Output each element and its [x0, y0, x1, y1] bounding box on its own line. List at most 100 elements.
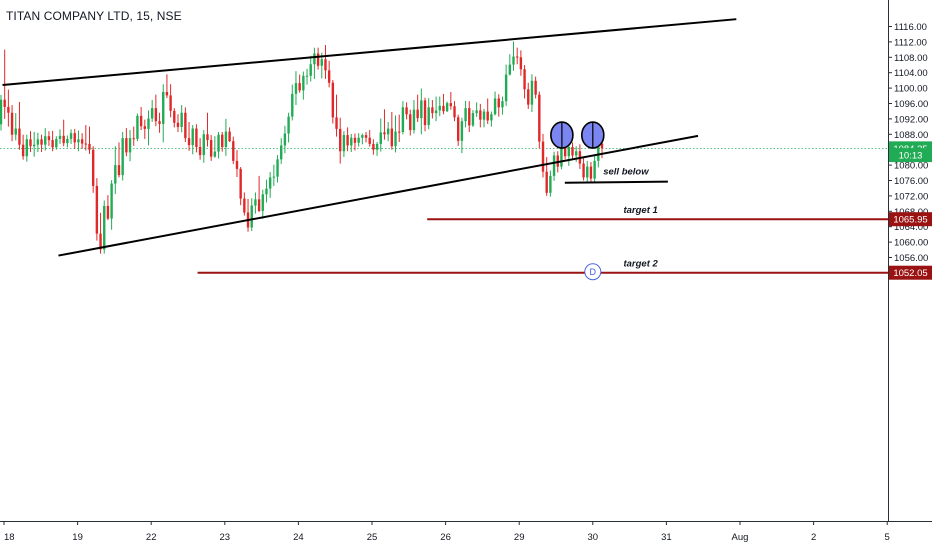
candle — [342, 131, 346, 158]
candle-body — [556, 155, 559, 167]
candle — [132, 126, 135, 146]
top-marker-circle — [550, 121, 574, 149]
candle — [508, 54, 512, 76]
candle — [213, 136, 217, 158]
candle — [375, 142, 379, 156]
candle — [257, 175, 261, 213]
candle — [438, 96, 441, 117]
candle — [51, 130, 54, 152]
candle-body — [110, 183, 113, 219]
candle — [291, 84, 294, 121]
candle — [530, 74, 534, 112]
x-tick-label: Aug — [732, 532, 749, 543]
candle — [239, 167, 242, 206]
candle — [158, 112, 161, 133]
candle — [184, 107, 187, 142]
candle — [316, 47, 320, 70]
x-axis: 18 19 22 23 24 25 26 29 30 31 Aug 2 5 — [3, 521, 890, 543]
y-tick-label: 1092.00 — [894, 114, 928, 125]
x-tick-label: 26 — [440, 532, 451, 543]
candle-body — [198, 147, 202, 156]
x-tick-label: 25 — [367, 532, 378, 543]
candle — [21, 134, 25, 160]
neckline — [564, 180, 668, 184]
candle-body — [383, 132, 386, 135]
candle-body — [302, 75, 305, 91]
candle — [40, 134, 43, 153]
candle — [206, 112, 209, 147]
price-label-text: 1065.95 — [893, 215, 927, 226]
target-2-price-label: 1052.05 — [889, 265, 932, 280]
candle — [445, 101, 449, 112]
candle-body — [44, 136, 47, 145]
candle — [147, 110, 150, 146]
candle-body — [335, 117, 338, 129]
candle-body — [173, 110, 176, 123]
candle — [504, 64, 508, 106]
candle-body — [479, 110, 482, 120]
candle — [80, 133, 84, 149]
candle — [69, 129, 73, 144]
candle-body — [283, 133, 287, 146]
candle — [589, 162, 593, 184]
candle-body — [143, 126, 146, 129]
candle — [254, 192, 257, 214]
candle-body — [184, 112, 187, 139]
candle-body — [121, 138, 124, 176]
candle-body — [482, 111, 486, 120]
candle-body — [316, 53, 320, 66]
top-marker-circle — [580, 121, 605, 149]
candle — [493, 91, 497, 116]
candle — [7, 89, 10, 127]
candle-body — [128, 138, 132, 153]
candle-body — [405, 107, 408, 115]
candle-body — [305, 75, 309, 77]
candle — [442, 93, 445, 115]
candle-body — [486, 111, 489, 121]
candle — [169, 84, 172, 118]
x-tick-label: 22 — [146, 532, 157, 543]
candle-body — [191, 128, 194, 146]
price-label-text: 1052.05 — [893, 268, 927, 279]
y-tick-label: 1076.00 — [894, 176, 928, 187]
candle — [250, 198, 253, 231]
candle — [0, 95, 3, 131]
candle-body — [515, 56, 519, 58]
candle — [224, 118, 228, 156]
candle-body — [398, 131, 401, 133]
candle — [423, 97, 427, 132]
candle-body — [213, 151, 217, 157]
candle — [582, 157, 585, 181]
chart-title: TITAN COMPANY LTD, 15, NSE — [6, 9, 182, 23]
candle-body — [51, 140, 54, 148]
candle-body — [538, 94, 541, 142]
candle-body — [320, 59, 323, 66]
candle-body — [493, 98, 497, 115]
candle-body — [534, 80, 537, 95]
candle-body — [88, 143, 91, 150]
candle-body — [372, 143, 375, 150]
candle — [66, 135, 69, 148]
candle — [195, 124, 198, 153]
candle — [523, 65, 526, 99]
x-tick-label: 24 — [293, 532, 304, 543]
candle-body — [449, 103, 453, 107]
candle-body — [364, 135, 368, 138]
candle-body — [162, 91, 165, 124]
y-tick-label: 1080.00 — [894, 161, 928, 172]
dividend-label: D — [590, 267, 597, 277]
candle — [331, 80, 335, 124]
candle — [173, 108, 176, 128]
candle — [62, 119, 65, 147]
candle-body — [497, 98, 500, 108]
y-tick-label: 1060.00 — [894, 238, 928, 249]
candle — [136, 113, 139, 142]
candle — [486, 98, 489, 124]
candle-body — [0, 99, 3, 125]
candle — [198, 138, 202, 160]
candle — [453, 101, 456, 122]
candle — [427, 98, 430, 130]
candle-body — [434, 110, 438, 114]
candle — [519, 50, 523, 76]
